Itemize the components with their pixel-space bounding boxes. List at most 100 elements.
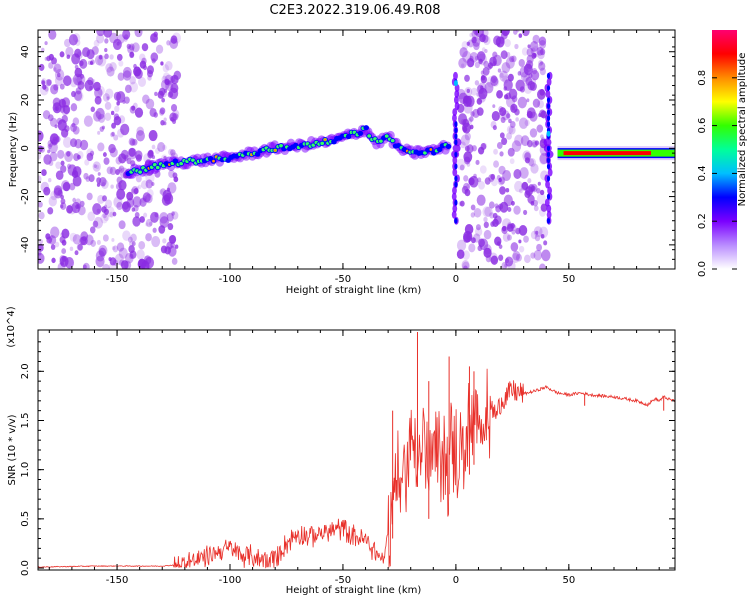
noise-blob bbox=[110, 110, 115, 116]
noise-blob bbox=[60, 232, 65, 238]
noise-blob bbox=[92, 203, 102, 215]
feature-core bbox=[546, 163, 551, 170]
noise-blob bbox=[530, 163, 539, 174]
noise-blob bbox=[481, 47, 486, 52]
noise-blob bbox=[468, 243, 476, 253]
noise-blob bbox=[539, 263, 546, 269]
noise-blob bbox=[131, 241, 136, 247]
noise-blob bbox=[122, 66, 132, 78]
noise-blob bbox=[129, 240, 134, 247]
noise-blob bbox=[102, 195, 107, 202]
noise-blob bbox=[533, 205, 539, 212]
noise-blob bbox=[471, 36, 477, 44]
feature-core bbox=[454, 133, 458, 140]
noise-blob bbox=[515, 227, 521, 235]
noise-blob bbox=[73, 90, 83, 101]
feature-core bbox=[454, 163, 458, 170]
noise-blob bbox=[514, 134, 524, 147]
noise-blob bbox=[48, 178, 52, 183]
noise-blob bbox=[492, 125, 497, 131]
trace-core bbox=[320, 141, 325, 146]
noise-blob bbox=[129, 253, 134, 259]
noise-blob bbox=[523, 235, 529, 243]
noise-blob bbox=[70, 103, 78, 112]
noise-blob bbox=[537, 181, 541, 186]
noise-blob bbox=[475, 159, 480, 166]
noise-blob bbox=[522, 150, 532, 162]
noise-blob bbox=[145, 233, 152, 242]
colorbar-tick-label: 0.6 bbox=[697, 118, 708, 134]
noise-blob bbox=[48, 114, 54, 122]
feature-blob bbox=[547, 168, 553, 177]
noise-blob bbox=[530, 201, 535, 206]
noise-blob bbox=[139, 60, 147, 69]
noise-blob bbox=[125, 252, 134, 264]
noise-blob bbox=[461, 185, 469, 194]
noise-blob bbox=[514, 108, 520, 116]
noise-blob bbox=[499, 151, 504, 157]
noise-blob bbox=[490, 173, 496, 180]
noise-blob bbox=[170, 35, 178, 44]
noise-blob bbox=[124, 84, 132, 94]
noise-blob bbox=[122, 70, 132, 81]
noise-blob bbox=[511, 252, 520, 263]
noise-blob bbox=[60, 165, 67, 173]
noise-blob bbox=[146, 65, 154, 75]
noise-blob bbox=[100, 213, 109, 224]
noise-blob bbox=[499, 107, 507, 117]
noise-blob bbox=[134, 30, 143, 38]
noise-blob bbox=[458, 57, 467, 69]
feature-core bbox=[546, 97, 551, 104]
plot-area bbox=[38, 30, 675, 269]
noise-blob bbox=[102, 152, 107, 158]
noise-blob bbox=[38, 211, 45, 220]
snr-frame bbox=[37, 329, 676, 571]
spec-ytick-label: -40 bbox=[20, 237, 31, 253]
feature-blob bbox=[545, 89, 551, 98]
noise-blob bbox=[79, 139, 89, 151]
noise-blob bbox=[456, 239, 467, 252]
noise-blob bbox=[86, 192, 93, 201]
noise-blob bbox=[109, 166, 117, 176]
noise-blob bbox=[42, 84, 47, 90]
noise-blob bbox=[484, 177, 491, 185]
noise-blob bbox=[73, 153, 80, 162]
noise-blob bbox=[160, 120, 165, 126]
noise-blob bbox=[159, 107, 166, 115]
noise-blob bbox=[89, 61, 94, 66]
snr-ylabel: SNR (10 * v/v) bbox=[7, 414, 18, 485]
noise-blob bbox=[89, 226, 96, 234]
feature-core bbox=[454, 175, 458, 182]
feature-core bbox=[454, 121, 458, 128]
noise-blob bbox=[152, 37, 156, 42]
noise-blob bbox=[90, 239, 97, 247]
noise-blob bbox=[138, 259, 144, 267]
noise-blob bbox=[108, 143, 116, 154]
noise-blob bbox=[57, 149, 65, 159]
noise-blob bbox=[489, 212, 495, 219]
noise-blob bbox=[501, 30, 510, 36]
noise-blob bbox=[66, 54, 71, 59]
colorbar-tick-label: 0.4 bbox=[697, 165, 708, 181]
noise-blob bbox=[44, 41, 48, 46]
vertical-feature bbox=[451, 71, 462, 225]
trace-core bbox=[390, 138, 395, 143]
noise-blob bbox=[515, 253, 522, 262]
noise-blob bbox=[470, 212, 476, 218]
noise-blob bbox=[72, 234, 81, 245]
noise-blob bbox=[109, 61, 117, 72]
noise-blob bbox=[149, 107, 157, 117]
noise-blob bbox=[96, 239, 101, 245]
noise-blob bbox=[511, 95, 518, 103]
noise-blob bbox=[112, 211, 117, 217]
noise-blob bbox=[101, 182, 106, 187]
noise-blob bbox=[56, 117, 63, 125]
noise-blob bbox=[111, 122, 117, 129]
noise-blob bbox=[463, 98, 468, 104]
noise-blob bbox=[462, 261, 470, 269]
noise-blob bbox=[504, 256, 514, 267]
noise-blob bbox=[480, 75, 488, 84]
noise-blob bbox=[67, 203, 77, 215]
noise-blob bbox=[482, 206, 491, 218]
noise-blob bbox=[504, 39, 511, 48]
